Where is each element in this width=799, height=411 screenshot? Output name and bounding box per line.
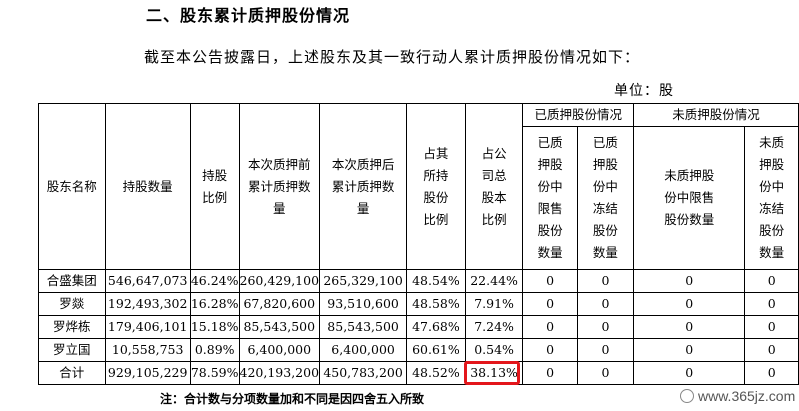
cell-holding: 929,105,229 <box>104 361 191 385</box>
cell-u-restricted: 0 <box>633 338 746 362</box>
header-post-pledge: 本次质押后累计质押数量 <box>319 103 408 270</box>
cell-pct-total: 0.54% <box>464 338 524 362</box>
cell-ratio: 78.59% <box>189 361 240 385</box>
intro-text: 截至本公告披露日，上述股东及其一致行动人累计质押股份情况如下： <box>144 48 641 66</box>
cell-holding: 546,647,073 <box>104 269 191 293</box>
cell-post: 265,329,100 <box>319 269 408 293</box>
header-holding-ratio: 持股比例 <box>189 103 240 270</box>
cell-u-restricted: 0 <box>633 361 746 385</box>
cell-name: 罗燚 <box>38 292 106 316</box>
cell-u-frozen: 0 <box>744 269 799 293</box>
cell-pre: 260,429,100 <box>238 269 321 293</box>
cell-ratio: 16.28% <box>189 292 240 316</box>
cell-p-restricted: 0 <box>522 292 578 316</box>
header-pct-own: 占其所持股份比例 <box>406 103 466 270</box>
watermark-text: www.365jz.com <box>698 388 796 404</box>
cell-pct-own: 47.68% <box>406 315 466 339</box>
cell-u-frozen: 0 <box>744 361 799 385</box>
cell-pct-total: 38.13% <box>464 361 524 385</box>
cell-u-frozen: 0 <box>744 315 799 339</box>
header-holding: 持股数量 <box>104 103 191 270</box>
watermark: www.365jz.com <box>680 388 795 404</box>
cell-p-frozen: 0 <box>576 315 635 339</box>
table-row: 罗烨栋 179,406,101 15.18% 85,543,500 85,543… <box>38 315 799 339</box>
cell-u-restricted: 0 <box>633 269 746 293</box>
cell-p-frozen: 0 <box>576 338 635 362</box>
cell-pct-total: 22.44% <box>464 269 524 293</box>
header-shareholder: 股东名称 <box>38 103 106 270</box>
header-pledged-frozen: 已质押股份中冻结股份数量 <box>576 126 635 270</box>
cell-name: 合盛集团 <box>38 269 106 293</box>
cell-holding: 179,406,101 <box>104 315 191 339</box>
cell-pre: 6,400,000 <box>238 338 321 362</box>
table-row: 罗立国 10,558,753 0.89% 6,400,000 6,400,000… <box>38 338 799 362</box>
cell-p-restricted: 0 <box>522 338 578 362</box>
cell-post: 6,400,000 <box>319 338 408 362</box>
header-pre-pledge: 本次质押前累计质押数量 <box>238 103 321 270</box>
cell-p-restricted: 0 <box>522 315 578 339</box>
cell-pct-total: 7.24% <box>464 315 524 339</box>
cell-holding: 10,558,753 <box>104 338 191 362</box>
cell-p-restricted: 0 <box>522 361 578 385</box>
header-unpledged-group: 未质押股份情况 <box>633 103 799 127</box>
pledge-table: 股东名称 持股数量 持股比例 本次质押前累计质押数量 本次质押后累计质押数量 占… <box>38 103 799 385</box>
cell-pct-own: 48.54% <box>406 269 466 293</box>
cell-post: 93,510,600 <box>319 292 408 316</box>
cell-pct-own: 60.61% <box>406 338 466 362</box>
cell-p-frozen: 0 <box>576 361 635 385</box>
header-pledged-restricted: 已质押股份中限售股份数量 <box>522 126 578 270</box>
cell-ratio: 15.18% <box>189 315 240 339</box>
section-heading: 二、股东累计质押股份情况 <box>146 6 351 25</box>
cell-u-restricted: 0 <box>633 292 746 316</box>
cell-u-restricted: 0 <box>633 315 746 339</box>
cell-pre: 67,820,600 <box>238 292 321 316</box>
cell-pre: 420,193,200 <box>238 361 321 385</box>
cell-u-frozen: 0 <box>744 292 799 316</box>
cell-p-frozen: 0 <box>576 269 635 293</box>
cell-name: 罗立国 <box>38 338 106 362</box>
header-unpledged-frozen: 未质押股份中冻结股份数量 <box>744 126 799 270</box>
header-pledged-group: 已质押股份情况 <box>522 103 635 127</box>
cell-pct-total: 7.91% <box>464 292 524 316</box>
cell-p-restricted: 0 <box>522 269 578 293</box>
cell-ratio: 46.24% <box>189 269 240 293</box>
cell-post: 450,783,200 <box>319 361 408 385</box>
cell-u-frozen: 0 <box>744 338 799 362</box>
cell-name: 合计 <box>38 361 106 385</box>
unit-label: 单位：股 <box>614 83 674 99</box>
cell-holding: 192,493,302 <box>104 292 191 316</box>
cell-ratio: 0.89% <box>189 338 240 362</box>
cell-pct-own: 48.52% <box>406 361 466 385</box>
cell-name: 罗烨栋 <box>38 315 106 339</box>
watermark-logo-icon <box>680 389 694 403</box>
header-unpledged-restricted: 未质押股份中限售股份数量 <box>633 126 746 270</box>
header-pct-total: 占公司总股本比例 <box>464 103 524 270</box>
cell-pre: 85,543,500 <box>238 315 321 339</box>
table-row: 罗燚 192,493,302 16.28% 67,820,600 93,510,… <box>38 292 799 316</box>
cell-p-frozen: 0 <box>576 292 635 316</box>
footnote: 注：合计数与分项数量加和不同是因四舍五入所致 <box>160 392 425 406</box>
table-row: 合盛集团 546,647,073 46.24% 260,429,100 265,… <box>38 269 799 293</box>
table-row-total: 合计 929,105,229 78.59% 420,193,200 450,78… <box>38 361 799 385</box>
cell-pct-own: 48.58% <box>406 292 466 316</box>
highlight-box <box>464 361 520 385</box>
cell-post: 85,543,500 <box>319 315 408 339</box>
